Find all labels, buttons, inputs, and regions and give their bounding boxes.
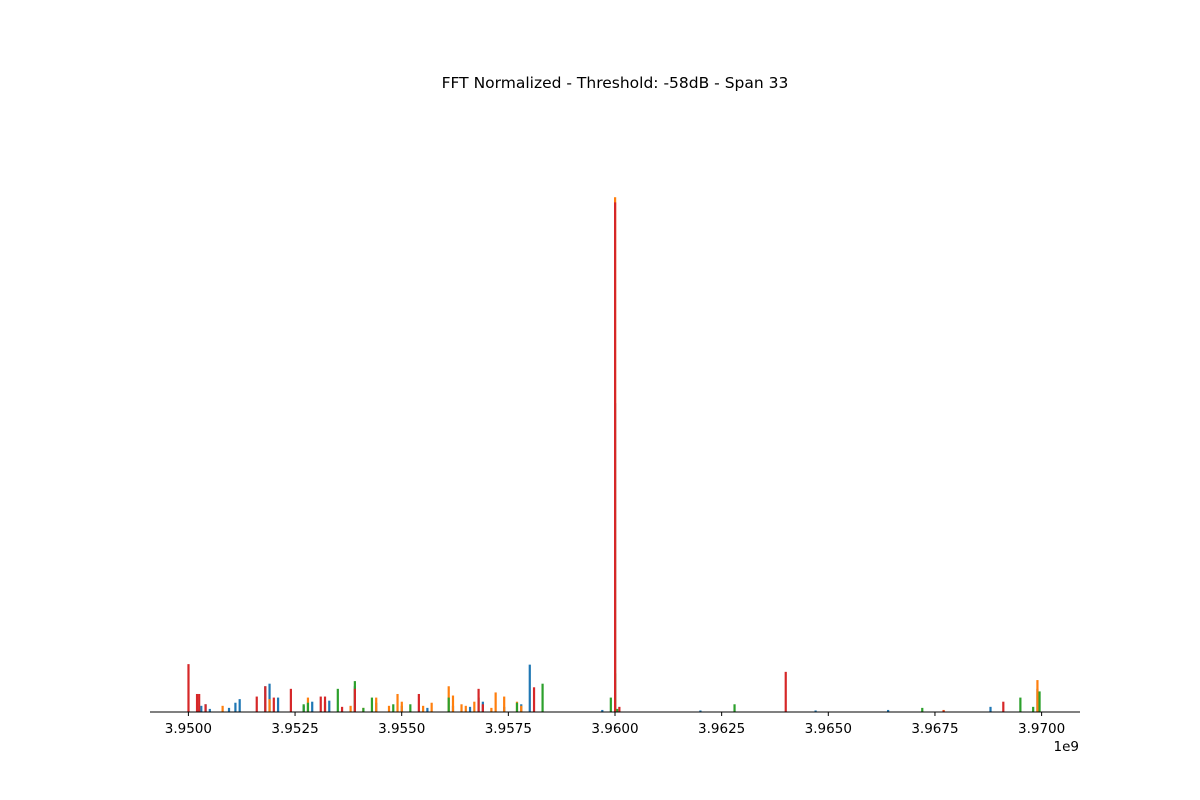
x-tick-label: 3.9550 [378,721,425,737]
bar-series-3-point-10 [340,706,344,712]
bar-series-2-point-4 [362,707,365,712]
x-tick-label: 3.9650 [805,721,852,737]
bar-series-0-point-3 [208,708,211,712]
bar-series-1-point-16 [473,701,476,712]
bar-series-1-point-17 [490,707,493,712]
bar-series-0-point-4 [227,707,231,712]
bar-series-2-point-1 [306,702,310,712]
bar-series-0-point-26 [814,710,817,712]
x-tick-label: 3.9625 [698,721,745,737]
bar-series-2-point-14 [616,708,619,712]
bar-series-1-point-7 [387,705,391,712]
bar-series-0-point-28 [989,706,992,712]
bar-series-2-point-19 [1038,691,1041,712]
bar-series-1-point-13 [451,695,455,712]
bar-series-2-point-16 [921,707,924,712]
bar-series-1-point-6 [375,697,378,712]
bar-series-3-point-18 [784,671,787,712]
bar-series-0-point-1 [200,705,203,712]
x-tick-label: 3.9675 [911,721,958,737]
bar-series-3-point-14 [481,704,484,712]
bar-series-1-point-4 [349,705,352,712]
bar-series-0-point-18 [468,706,472,712]
bar-series-3-point-4 [255,696,258,712]
x-tick-label: 3.9500 [165,721,212,737]
bar-series-3-point-13 [477,688,480,712]
x-tick-label: 3.9525 [271,721,318,737]
bar-series-3-point-3 [204,704,207,712]
bar-series-1-point-15 [464,705,467,712]
bar-series-3-point-20 [1002,701,1005,712]
bar-series-1-point-18 [494,692,497,712]
bar-series-2-point-5 [370,697,374,712]
bar-series-1-point-24 [1036,680,1039,712]
plot-area [187,197,1041,713]
x-axis-ticks: 3.9500 3.9525 3.9550 3.9575 3.9600 3.9625 3.96… [165,712,1065,737]
bar-series-3-point-15 [532,687,536,712]
bar-series-2-point-17 [1019,697,1022,712]
bar-series-0-point-11 [311,701,314,712]
bar-series-0-point-8 [268,683,271,712]
bar-series-1-point-19 [503,696,506,712]
bar-series-3-point-11 [353,688,356,712]
bar-series-1-point-11 [430,702,433,712]
bar-series-1-point-0 [221,705,224,712]
bar-series-3-point-0 [187,664,190,712]
x-axis-offset-label: 1e9 [1054,739,1079,755]
bar-series-3-point-19 [942,710,945,712]
bar-series-1-point-14 [460,704,463,712]
bar-series-2-point-2 [336,688,339,712]
bar-series-1-point-9 [400,701,403,712]
bar-series-3-point-17 [618,706,621,712]
bar-series-0-point-23 [601,709,604,712]
bar-series-3-point-16 [614,202,617,712]
bar-series-2-point-15 [733,704,736,712]
bar-series-0-point-16 [426,707,429,712]
bar-series-1-point-21 [520,705,523,712]
x-tick-label: 3.9700 [1018,721,1065,737]
bar-series-2-point-7 [409,704,412,712]
bar-series-0-point-27 [887,709,890,712]
bar-series-3-point-2 [198,693,201,712]
bar-series-1-point-1 [268,699,271,712]
bar-series-3-point-8 [319,696,322,712]
bar-series-0-point-9 [276,697,280,712]
bar-series-0-point-22 [528,664,531,712]
bar-series-0-point-5 [234,702,237,712]
bar-series-3-point-12 [417,693,420,712]
bar-series-0-point-25 [699,710,702,712]
bar-series-1-point-10 [422,705,425,712]
bar-series-3-point-5 [264,686,267,712]
bar-series-2-point-6 [392,704,395,712]
bar-series-2-point-10 [515,702,519,712]
bar-series-2-point-0 [302,704,305,712]
bar-series-1-point-8 [396,693,399,712]
bar-series-2-point-11 [541,683,544,712]
bar-series-2-point-8 [447,697,450,712]
bar-series-3-point-9 [323,696,327,712]
x-tick-label: 3.9575 [485,721,532,737]
bar-series-3-point-7 [289,688,292,712]
bar-series-2-point-12 [609,697,612,712]
bar-series-3-point-6 [272,697,275,712]
x-tick-label: 3.9600 [591,721,638,737]
bar-series-2-point-18 [1032,706,1035,712]
bar-series-0-point-12 [328,700,331,712]
bar-series-0-point-6 [238,699,241,712]
chart-title: FFT Normalized - Threshold: -58dB - Span… [442,74,789,92]
bar-series-3-point-1 [195,693,199,712]
